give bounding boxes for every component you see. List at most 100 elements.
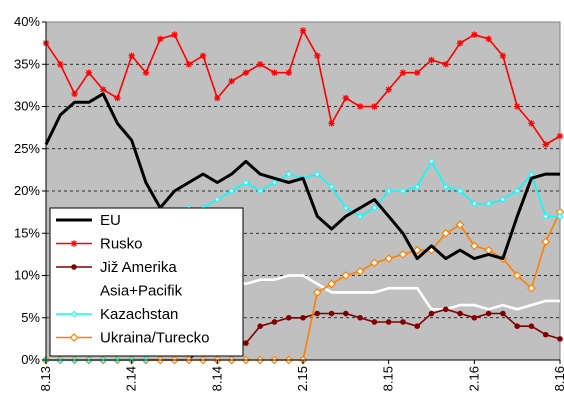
- data-point: [185, 61, 192, 68]
- data-point: [71, 264, 77, 270]
- y-tick-label: 35%: [14, 56, 40, 71]
- data-point: [285, 170, 293, 178]
- data-point: [85, 69, 93, 76]
- data-point: [342, 204, 350, 212]
- data-point: [99, 86, 107, 93]
- data-point: [371, 319, 378, 325]
- legend-entry: Již Amerika: [56, 259, 177, 276]
- data-point: [385, 86, 392, 93]
- data-point: [114, 94, 121, 102]
- x-tick-label: 8.13: [38, 366, 53, 391]
- legend-label: Ukraina/Turecko: [100, 330, 209, 347]
- data-point: [469, 241, 479, 251]
- data-point: [385, 187, 392, 195]
- data-point: [500, 310, 506, 317]
- x-tick-label: 8.16: [552, 366, 564, 391]
- legend-label: Asia+Pacifik: [100, 283, 183, 300]
- y-tick-label: 10%: [14, 268, 40, 283]
- data-point: [214, 196, 221, 203]
- data-point: [442, 183, 450, 191]
- data-point: [471, 314, 478, 321]
- data-point: [485, 200, 492, 207]
- data-point: [528, 120, 535, 127]
- data-point: [142, 69, 150, 76]
- legend-entry: Kazachstan: [56, 306, 178, 323]
- data-point: [355, 266, 365, 276]
- data-point: [527, 283, 536, 293]
- data-point: [442, 306, 449, 313]
- data-point: [314, 310, 321, 317]
- data-point: [556, 213, 564, 220]
- data-point: [228, 77, 235, 85]
- data-point: [413, 183, 421, 191]
- data-point: [485, 35, 492, 43]
- data-point: [285, 69, 292, 76]
- data-point: [398, 250, 408, 259]
- data-point: [457, 310, 463, 317]
- legend: EU Rusko Již Amerika Asia+Pacifik Kazachstan…: [49, 207, 244, 357]
- data-point: [428, 310, 435, 317]
- data-point: [499, 52, 507, 59]
- data-point: [70, 310, 78, 318]
- data-point: [542, 141, 549, 148]
- data-point: [456, 187, 464, 195]
- data-point: [271, 69, 278, 76]
- legend-label: Kazachstan: [100, 306, 178, 323]
- legend-label: Rusko: [100, 236, 143, 253]
- data-point: [312, 288, 322, 297]
- data-point: [371, 103, 378, 110]
- data-point: [485, 310, 492, 317]
- data-point: [456, 39, 464, 47]
- data-point: [256, 61, 264, 68]
- data-point: [455, 220, 465, 230]
- data-point: [271, 179, 278, 186]
- data-point: [471, 31, 478, 38]
- data-point: [399, 69, 407, 76]
- data-point: [257, 323, 263, 330]
- y-tick-label: 20%: [14, 183, 40, 198]
- data-point: [542, 213, 550, 220]
- data-point: [343, 310, 349, 317]
- y-tick-label: 5%: [21, 310, 40, 325]
- data-point: [328, 183, 335, 191]
- data-point: [271, 319, 278, 325]
- x-tick-label: 2.15: [295, 366, 310, 391]
- series-line: [44, 92, 560, 261]
- series-eu: [44, 92, 560, 261]
- data-point: [299, 27, 307, 34]
- data-point: [242, 69, 250, 76]
- data-point: [242, 179, 250, 186]
- y-tick-label: 40%: [14, 14, 40, 29]
- data-point: [385, 319, 392, 325]
- y-tick-label: 25%: [14, 141, 40, 156]
- data-point: [557, 336, 563, 342]
- legend-entry: Asia+Pacifik: [56, 283, 183, 300]
- data-point: [69, 333, 79, 342]
- y-tick-label: 15%: [14, 225, 40, 240]
- data-point: [243, 340, 249, 346]
- data-point: [356, 103, 364, 110]
- series-rusko: [42, 27, 564, 148]
- data-point: [214, 94, 221, 102]
- data-point: [512, 271, 522, 280]
- legend-box: [49, 207, 244, 357]
- data-point: [428, 56, 435, 64]
- y-tick-label: 0%: [21, 352, 40, 367]
- data-point: [285, 314, 292, 321]
- data-point: [442, 61, 449, 68]
- data-point: [514, 323, 520, 330]
- y-axis: 0% 5% 10% 15% 20% 25% 30% 35% 40%: [14, 14, 47, 367]
- x-tick-label: 2.16: [466, 366, 481, 391]
- data-point: [400, 319, 406, 325]
- data-point: [412, 245, 422, 255]
- data-point: [528, 323, 535, 330]
- data-point: [341, 271, 351, 280]
- data-point: [70, 240, 78, 247]
- legend-label: Již Amerika: [100, 259, 177, 276]
- data-point: [371, 204, 378, 212]
- legend-label: EU: [100, 212, 121, 229]
- data-point: [342, 94, 350, 102]
- x-tick-label: 2.14: [124, 366, 139, 391]
